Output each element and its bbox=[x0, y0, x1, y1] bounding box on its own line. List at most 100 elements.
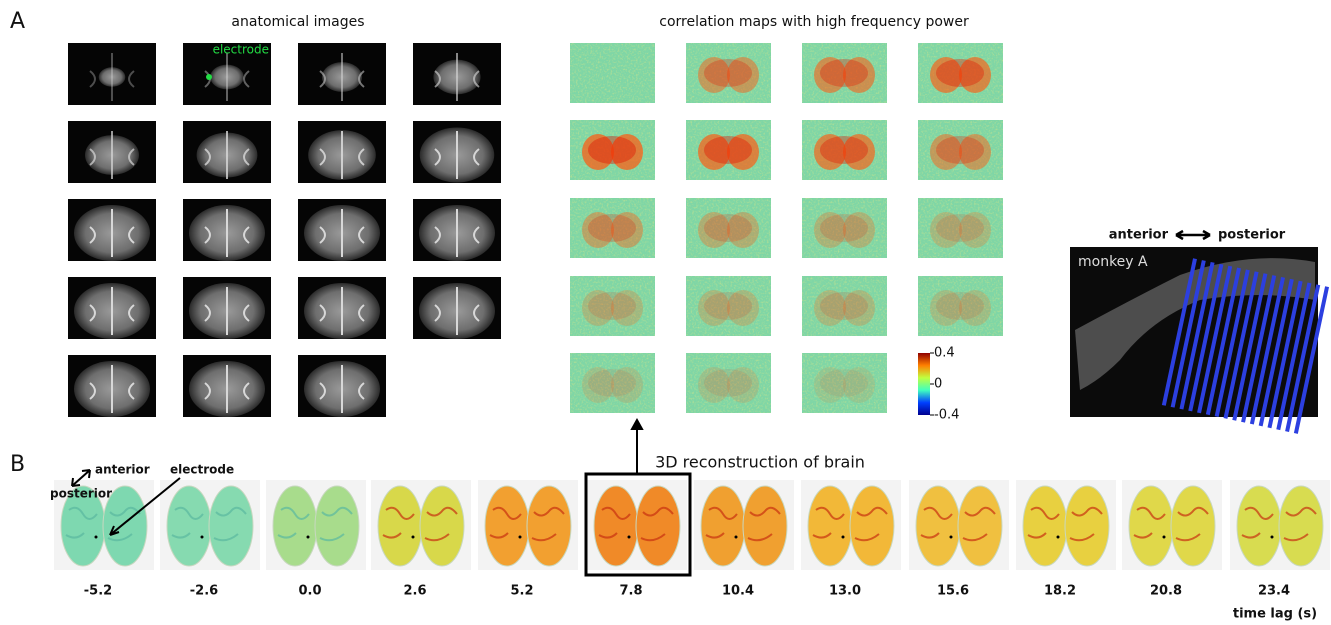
hemisphere bbox=[850, 486, 894, 566]
hemisphere bbox=[209, 486, 253, 566]
brain-render bbox=[1016, 480, 1116, 570]
electrode-label: electrode bbox=[170, 463, 234, 477]
hemisphere bbox=[743, 486, 787, 566]
map-core bbox=[820, 292, 868, 320]
map-core bbox=[820, 136, 868, 164]
colorbar-tick-label: 0 bbox=[934, 377, 942, 392]
correlation-map bbox=[802, 120, 887, 180]
correlation-map bbox=[570, 353, 655, 413]
correlation-map bbox=[570, 43, 655, 103]
time-lag-label: -5.2 bbox=[84, 584, 112, 599]
hemisphere bbox=[315, 486, 359, 566]
anatomical-slice bbox=[298, 121, 386, 183]
anatomical-slice bbox=[68, 43, 156, 105]
anatomical-slice bbox=[413, 121, 501, 183]
map-core bbox=[936, 136, 984, 164]
anatomical-slice bbox=[298, 43, 386, 105]
brain-row bbox=[54, 480, 1330, 570]
correlation-map bbox=[570, 120, 655, 180]
time-lag-label: 15.6 bbox=[937, 584, 969, 599]
hemisphere bbox=[485, 486, 529, 566]
brain-render bbox=[801, 480, 901, 570]
electrode-dot bbox=[950, 536, 953, 539]
map-core bbox=[588, 369, 636, 397]
time-lag-labels: -5.2-2.60.02.65.27.810.413.015.618.220.8… bbox=[84, 584, 1290, 599]
correlation-map bbox=[686, 353, 771, 413]
panel-b: B 3D reconstruction of brain anterior po… bbox=[10, 420, 1330, 622]
map-core bbox=[704, 214, 752, 242]
anatomical-slice bbox=[183, 277, 271, 339]
correlation-map bbox=[918, 120, 1003, 180]
correlation-map bbox=[686, 43, 771, 103]
time-lag-label: 2.6 bbox=[403, 584, 426, 599]
direction-label: posterior bbox=[50, 487, 112, 501]
sagittal-view: monkey A anterior posterior bbox=[1070, 228, 1329, 434]
map-core bbox=[704, 59, 752, 87]
map-core bbox=[936, 292, 984, 320]
colorbar-ticks: 0.40-0.4 bbox=[930, 346, 959, 423]
time-lag-label: 20.8 bbox=[1150, 584, 1182, 599]
electrode-dot bbox=[95, 536, 98, 539]
anatomical-slice: electrode bbox=[183, 43, 271, 106]
double-arrow bbox=[1176, 231, 1210, 239]
correlation-map bbox=[802, 353, 887, 413]
section-title: anatomical images bbox=[231, 14, 364, 30]
anatomical-slice bbox=[68, 121, 156, 183]
map-core bbox=[588, 214, 636, 242]
brain-render bbox=[694, 480, 794, 570]
correlation-map bbox=[802, 198, 887, 258]
map-core bbox=[588, 292, 636, 320]
hemisphere bbox=[636, 486, 680, 566]
anatomical-slice bbox=[413, 277, 501, 339]
anatomical-grid: electrode bbox=[68, 43, 501, 418]
direction-label: posterior bbox=[1218, 228, 1286, 243]
correlation-map bbox=[686, 120, 771, 180]
map-core bbox=[936, 59, 984, 87]
anatomical-slice bbox=[68, 355, 156, 417]
hemisphere bbox=[273, 486, 317, 566]
correlation-map bbox=[918, 43, 1003, 103]
electrode-dot bbox=[735, 536, 738, 539]
brain-render bbox=[478, 480, 578, 570]
anatomical-slice bbox=[298, 199, 386, 261]
hemisphere bbox=[1065, 486, 1109, 566]
time-lag-label: 18.2 bbox=[1044, 584, 1076, 599]
direction-label: anterior bbox=[95, 463, 150, 477]
correlation-map bbox=[802, 276, 887, 336]
electrode-dot bbox=[519, 536, 522, 539]
brain-render bbox=[371, 480, 471, 570]
brain-render bbox=[1230, 480, 1330, 570]
direction-label: anterior bbox=[1109, 228, 1169, 243]
map-core bbox=[820, 214, 868, 242]
electrode-dot bbox=[307, 536, 310, 539]
anatomical-slice bbox=[68, 199, 156, 261]
hemisphere bbox=[701, 486, 745, 566]
anatomical-slice bbox=[68, 277, 156, 339]
map-core bbox=[704, 136, 752, 164]
correlation-map bbox=[686, 198, 771, 258]
colorbar bbox=[918, 353, 930, 415]
map-core bbox=[820, 59, 868, 87]
anatomical-slice bbox=[183, 199, 271, 261]
link-arrow bbox=[632, 420, 642, 474]
map-noise bbox=[570, 43, 655, 103]
map-core bbox=[704, 292, 752, 320]
hemisphere bbox=[1279, 486, 1323, 566]
map-core bbox=[936, 214, 984, 242]
hemisphere bbox=[420, 486, 464, 566]
section-title: correlation maps with high frequency pow… bbox=[659, 14, 969, 30]
anatomical-slice bbox=[298, 277, 386, 339]
brain-render bbox=[1122, 480, 1222, 570]
hemisphere bbox=[808, 486, 852, 566]
electrode-dot bbox=[206, 74, 212, 80]
hemisphere bbox=[958, 486, 1002, 566]
hemisphere bbox=[1237, 486, 1281, 566]
correlation-map bbox=[570, 276, 655, 336]
electrode-dot bbox=[1057, 536, 1060, 539]
time-unit: time lag (s) bbox=[1233, 607, 1317, 622]
electrode-dot bbox=[201, 536, 204, 539]
time-lag-label: -2.6 bbox=[190, 584, 218, 599]
anatomical-slice bbox=[183, 355, 271, 417]
hemisphere bbox=[1129, 486, 1173, 566]
panel-label: B bbox=[10, 452, 25, 477]
